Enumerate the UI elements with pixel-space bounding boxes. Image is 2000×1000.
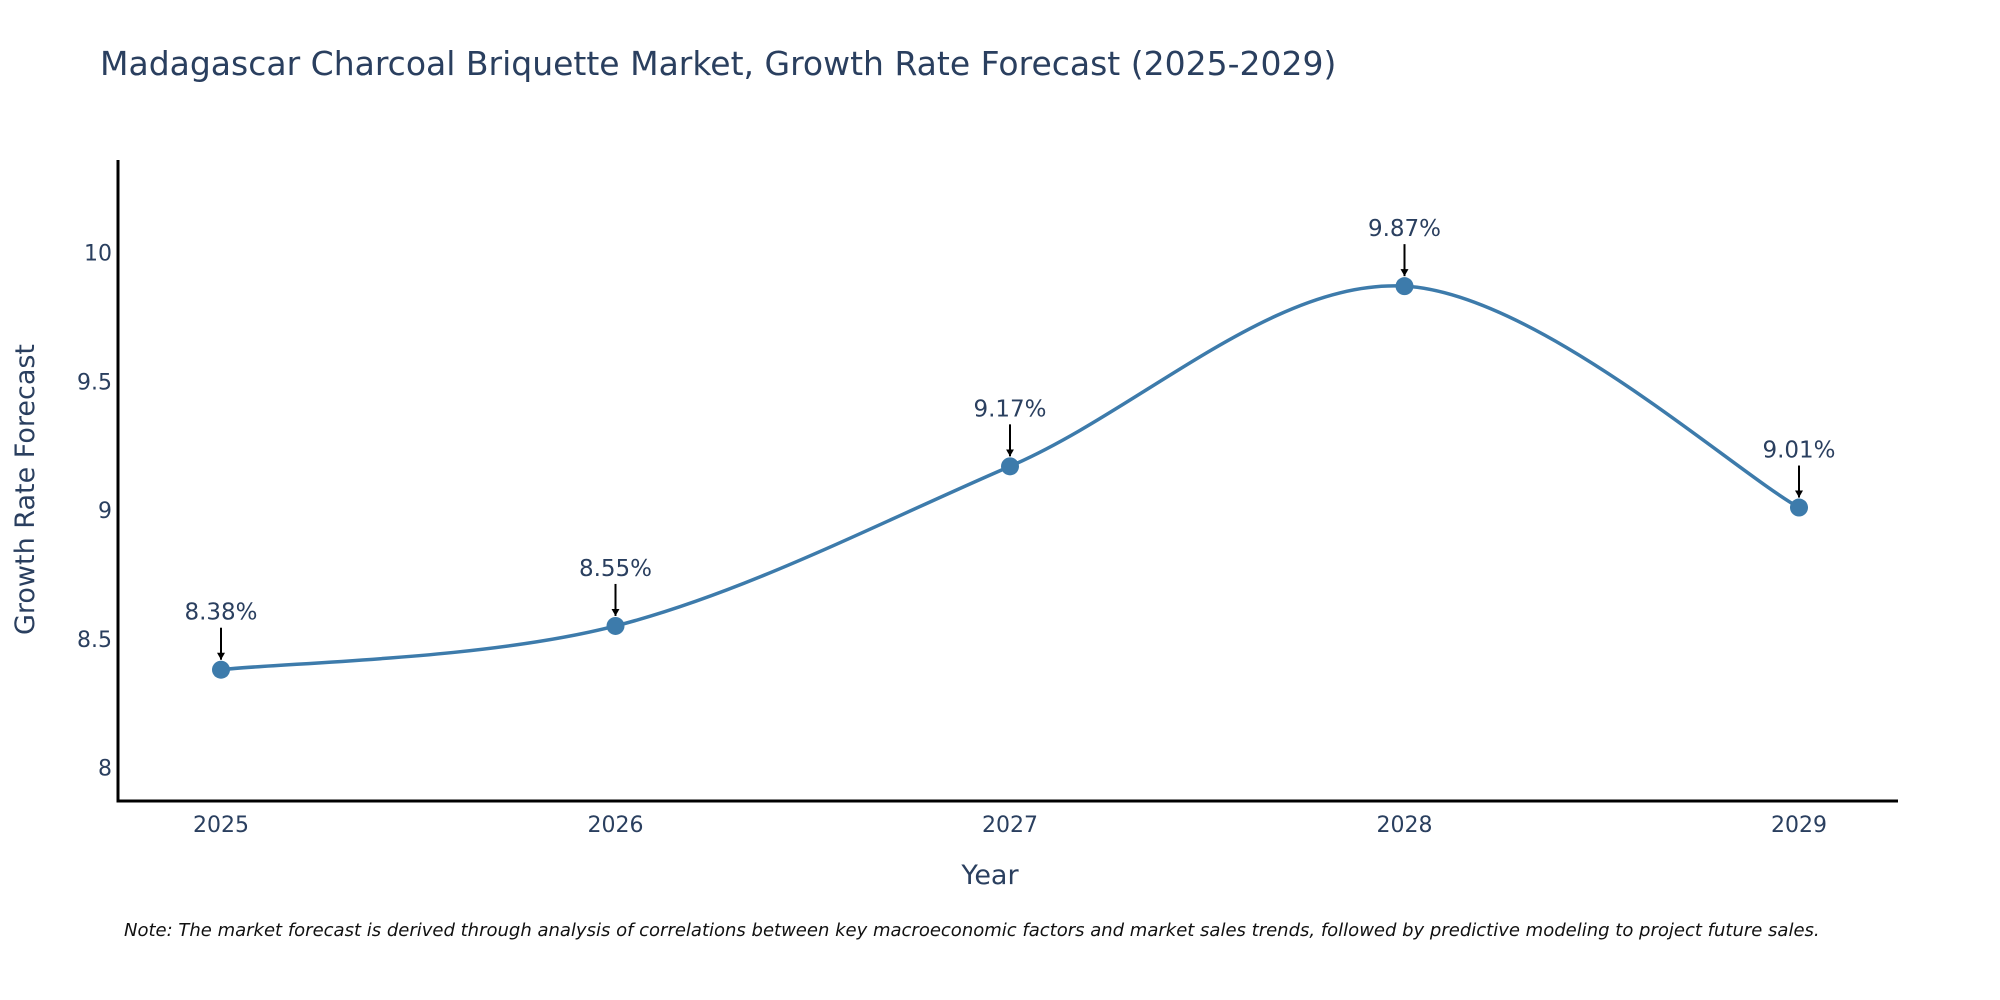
annotation-label: 8.38% [184, 600, 257, 626]
y-tick-label: 9 [98, 499, 112, 524]
y-tick-label: 10 [84, 242, 112, 267]
series-line [220, 284, 1800, 672]
x-tick-label: 2029 [1771, 813, 1827, 838]
annotation-label: 9.17% [973, 396, 1046, 422]
y-axis-ticks: 8 8.5 9 9.5 10 [77, 242, 112, 782]
y-tick-label: 9.5 [77, 370, 112, 395]
data-point [606, 616, 625, 635]
y-axis-title: Growth Rate Forecast [10, 344, 41, 635]
x-axis-title: Year [960, 860, 1019, 891]
data-point [1395, 277, 1414, 296]
annotation-label: 9.01% [1762, 438, 1835, 464]
data-points [212, 277, 1808, 679]
chart-title: Madagascar Charcoal Briquette Market, Gr… [100, 44, 1337, 83]
data-point [1790, 498, 1808, 517]
data-annotations: 8.38% 8.55% 9.17% 9.87% 9.01% [184, 216, 1836, 660]
data-point [212, 660, 230, 679]
annotation-label: 8.55% [579, 556, 652, 582]
data-point [1001, 457, 1019, 476]
y-tick-label: 8 [98, 757, 112, 782]
x-tick-label: 2026 [588, 813, 644, 838]
footnote: Note: The market forecast is derived thr… [124, 920, 1820, 941]
x-tick-label: 2025 [193, 813, 249, 838]
x-axis-ticks: 2025 2026 2027 2028 2029 [193, 813, 1827, 838]
x-tick-label: 2027 [982, 813, 1038, 838]
y-tick-label: 8.5 [77, 628, 112, 653]
annotation-label: 9.87% [1368, 216, 1441, 242]
x-tick-label: 2028 [1377, 813, 1433, 838]
